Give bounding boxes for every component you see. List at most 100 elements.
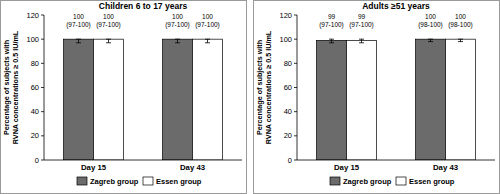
- bar: [416, 39, 446, 160]
- legend-swatch: [143, 177, 153, 185]
- y-tick: [294, 15, 297, 16]
- legend-swatch: [77, 177, 87, 185]
- error-bar: [76, 39, 81, 43]
- marks: [317, 39, 476, 160]
- x-tick-label: Day 15: [81, 163, 107, 172]
- error-cap: [359, 42, 364, 43]
- y-tick: [41, 111, 44, 112]
- y-tick-label: 120: [26, 11, 39, 20]
- error-stem: [78, 39, 79, 43]
- ci-label: (98-100): [418, 21, 443, 29]
- legend-label: Essen group: [409, 177, 455, 186]
- error-stem: [177, 39, 178, 43]
- error-bar: [359, 39, 364, 43]
- y-axis: [44, 15, 45, 160]
- y-axis: [297, 15, 298, 160]
- data-label: 100: [425, 13, 436, 20]
- bar: [317, 40, 347, 160]
- error-stem: [108, 39, 109, 43]
- error-cap: [329, 39, 334, 40]
- y-tick: [294, 160, 297, 161]
- y-tick-label: 40: [284, 107, 292, 116]
- y-tick: [294, 111, 297, 112]
- y-tick-label: 0: [288, 156, 292, 165]
- y-tick-label: 40: [31, 107, 39, 116]
- error-stem: [361, 39, 362, 43]
- ci-label: (97-100): [195, 21, 220, 29]
- error-bar: [329, 39, 334, 43]
- error-stem: [331, 39, 332, 43]
- y-tick: [41, 160, 44, 161]
- panel-frame: [254, 1, 500, 194]
- ci-label: (97-100): [96, 21, 121, 29]
- error-cap: [458, 41, 463, 42]
- y-tick-label: 80: [284, 59, 292, 68]
- x-tick-label: Day 43: [180, 163, 206, 172]
- bar: [163, 39, 193, 160]
- y-tick-label: 0: [35, 156, 39, 165]
- data-labels: 99(97-100)99(97-100)100(98-100)100(98-10…: [319, 13, 473, 29]
- bar: [193, 39, 223, 160]
- y-tick-label: 80: [31, 59, 39, 68]
- y-tick-label: 100: [279, 35, 292, 44]
- x-tick-label: Day 15: [334, 163, 360, 172]
- error-cap: [106, 42, 111, 43]
- y-tick: [41, 135, 44, 136]
- error-bar: [458, 39, 463, 41]
- error-bar: [428, 39, 433, 41]
- data-label: 100: [202, 13, 213, 20]
- y-tick-label: 20: [31, 131, 39, 140]
- error-cap: [76, 39, 81, 40]
- ci-label: (97-100): [66, 21, 91, 29]
- x-axis: [44, 160, 242, 161]
- error-cap: [205, 42, 210, 43]
- y-tick: [294, 39, 297, 40]
- data-labels: 100(97-100)100(97-100)100(97-100)100(97-…: [66, 13, 220, 29]
- error-bar: [205, 39, 210, 43]
- marks: [64, 39, 223, 160]
- error-bar: [106, 39, 111, 43]
- y-tick: [294, 87, 297, 88]
- error-cap: [329, 42, 334, 43]
- error-cap: [76, 42, 81, 43]
- bar: [446, 39, 476, 160]
- y-tick: [41, 87, 44, 88]
- ci-label: (97-100): [165, 21, 190, 29]
- legend-swatch: [330, 177, 340, 185]
- legend-label: Zagreb group: [90, 177, 139, 186]
- chart-title: Children 6 to 17 years: [99, 1, 188, 11]
- legend-label: Essen group: [156, 177, 202, 186]
- panel: Children 6 to 17 yearsPercentage of subj…: [1, 1, 247, 194]
- ci-label: (98-100): [448, 21, 473, 29]
- y-tick-label: 60: [31, 83, 39, 92]
- error-cap: [175, 42, 180, 43]
- chart-title: Adults ≥51 years: [362, 1, 430, 11]
- y-tick: [41, 15, 44, 16]
- y-tick-label: 20: [284, 131, 292, 140]
- panel-frame: [1, 1, 247, 194]
- legend-swatch: [396, 177, 406, 185]
- ci-label: (97-100): [349, 21, 374, 29]
- data-label: 100: [172, 13, 183, 20]
- x-tick-label: Day 43: [433, 163, 459, 172]
- data-label: 100: [455, 13, 466, 20]
- bar: [347, 40, 377, 160]
- y-tick-label: 60: [284, 83, 292, 92]
- y-tick-label: 100: [26, 35, 39, 44]
- data-label: 99: [328, 13, 336, 20]
- error-cap: [106, 39, 111, 40]
- y-axis-label: RVNA concentrations ≥ 0.5 IU/mL: [264, 30, 273, 144]
- legend-label: Zagreb group: [343, 177, 392, 186]
- data-label: 100: [103, 13, 114, 20]
- error-stem: [207, 39, 208, 43]
- x-axis: [297, 160, 495, 161]
- error-cap: [428, 39, 433, 40]
- y-tick: [41, 39, 44, 40]
- bar: [94, 39, 124, 160]
- y-tick-label: 120: [279, 11, 292, 20]
- error-cap: [205, 39, 210, 40]
- y-axis-label: RVNA concentrations ≥ 0.5 IU/mL: [11, 30, 20, 144]
- y-tick: [41, 63, 44, 64]
- error-cap: [428, 41, 433, 42]
- error-bar: [175, 39, 180, 43]
